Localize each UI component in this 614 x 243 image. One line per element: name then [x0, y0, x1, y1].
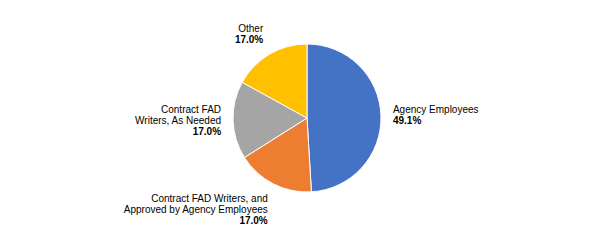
data-label: 49.1%: [393, 115, 421, 126]
slice-label-line: Other: [238, 23, 264, 34]
slice-label-line: Approved by Agency Employees: [124, 204, 268, 215]
slice-label: Agency Employees: [393, 104, 479, 115]
pie: [233, 44, 381, 192]
slice-label: Contract FADWriters, As Needed: [135, 104, 221, 126]
slice-label-line: Contract FAD: [161, 104, 221, 115]
slice-label-line: Writers, As Needed: [135, 115, 221, 126]
chart: Agency Employees49.1% Contract FAD Writer…: [0, 0, 614, 243]
data-label: 17.0%: [235, 34, 263, 45]
pie-slice: [242, 44, 307, 118]
slice-label: Contract FAD Writers, andApproved by Age…: [124, 193, 268, 215]
slice-label-line: Contract FAD Writers, and: [151, 193, 268, 204]
data-label: 17.0%: [239, 215, 267, 226]
data-label: 17.0%: [193, 126, 221, 137]
slice-label-line: Agency Employees: [393, 104, 479, 115]
slice-label: Other: [238, 23, 264, 34]
labels: Agency Employees49.1% Contract FAD Writer…: [124, 23, 479, 225]
pie-slice: [307, 44, 381, 192]
